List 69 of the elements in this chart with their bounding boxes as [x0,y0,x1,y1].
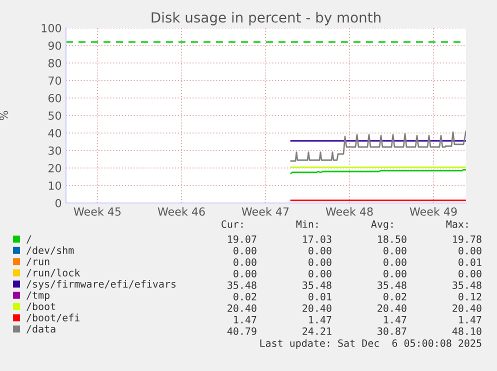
y-tick-label: 100 [42,24,62,32]
text: Avg: [371,220,393,230]
text: 0.00 [458,270,482,278]
text: 20.40 [228,304,256,312]
y-tick-label: 60 [48,94,62,102]
text: 0.12 [458,292,482,300]
text: 0.00 [234,258,256,266]
text: 0.00 [384,258,406,266]
x-tick-label: Week 46 [158,207,205,216]
text: 20.40 [452,304,482,312]
text: 17.03 [303,235,332,243]
x-tick-label: Week 47 [242,207,289,216]
text: 1.47 [459,316,482,324]
text: 0.00 [234,270,256,278]
text: 35.48 [302,281,332,289]
text: 0.00 [308,246,332,254]
text: 35.48 [228,281,256,289]
legend-label: / [26,235,32,244]
text: 0.00 [384,270,406,278]
legend-label: /sys/firmware/efi/efivars [26,280,176,290]
text: 20.40 [302,304,332,312]
text: 48.10 [452,327,482,335]
text: 0.01 [308,292,332,300]
text: 30.87 [378,327,406,335]
text: 0.00 [308,258,332,266]
y-tick-label: 80 [48,58,62,68]
legend-label: /dev/shm [26,246,74,255]
text: 1.47 [309,316,332,324]
text: 35.48 [378,281,406,289]
y-tick-label: 10 [48,181,62,190]
y-tick-label: 90 [48,41,62,50]
y-tick-label: 40 [48,128,62,138]
text: 20.40 [378,304,406,312]
y-tick-label: 20 [48,164,62,172]
text: 19.07 [228,235,256,243]
text: 1.47 [384,316,406,324]
line-series [290,130,466,162]
text: Min: [296,220,318,228]
x-tick-label: Week 49 [410,207,457,216]
text: Cur: [222,220,243,228]
text: 40.79 [227,327,256,335]
text: 35.48 [452,281,482,289]
legend-label: /run [26,258,50,266]
x-tick-label: Week 45 [74,207,121,216]
text: 19.78 [453,235,482,243]
y-axis-title: % [0,110,8,120]
legend-label: /data [26,324,56,334]
text: 0.00 [384,246,406,254]
text: 0.00 [234,246,256,254]
y-tick-label: 70 [48,76,62,85]
text: 0.00 [458,246,482,254]
text: 0.01 [458,258,482,266]
legend-label: /run/lock [26,268,80,278]
y-tick-label: 50 [48,111,62,120]
legend-label: /boot [26,302,56,311]
text: Max: [446,220,468,228]
text: 0.02 [384,292,406,300]
text: 24.21 [302,327,332,335]
y-tick-label: 30 [48,146,62,155]
text: 0.00 [308,270,332,278]
legend-label: /tmp [26,292,50,301]
text: 0.02 [234,292,256,300]
text: 18.50 [378,235,406,243]
chart-title: Disk usage in percent - by month [152,12,380,26]
y-tick-label: 0 [55,198,62,208]
x-tick-label: Week 48 [326,207,373,216]
text: 1.47 [234,316,256,324]
text: Last update: Sat Dec 6 05:00:08 2025 [260,339,482,349]
legend-label: /boot/efi [26,314,80,322]
